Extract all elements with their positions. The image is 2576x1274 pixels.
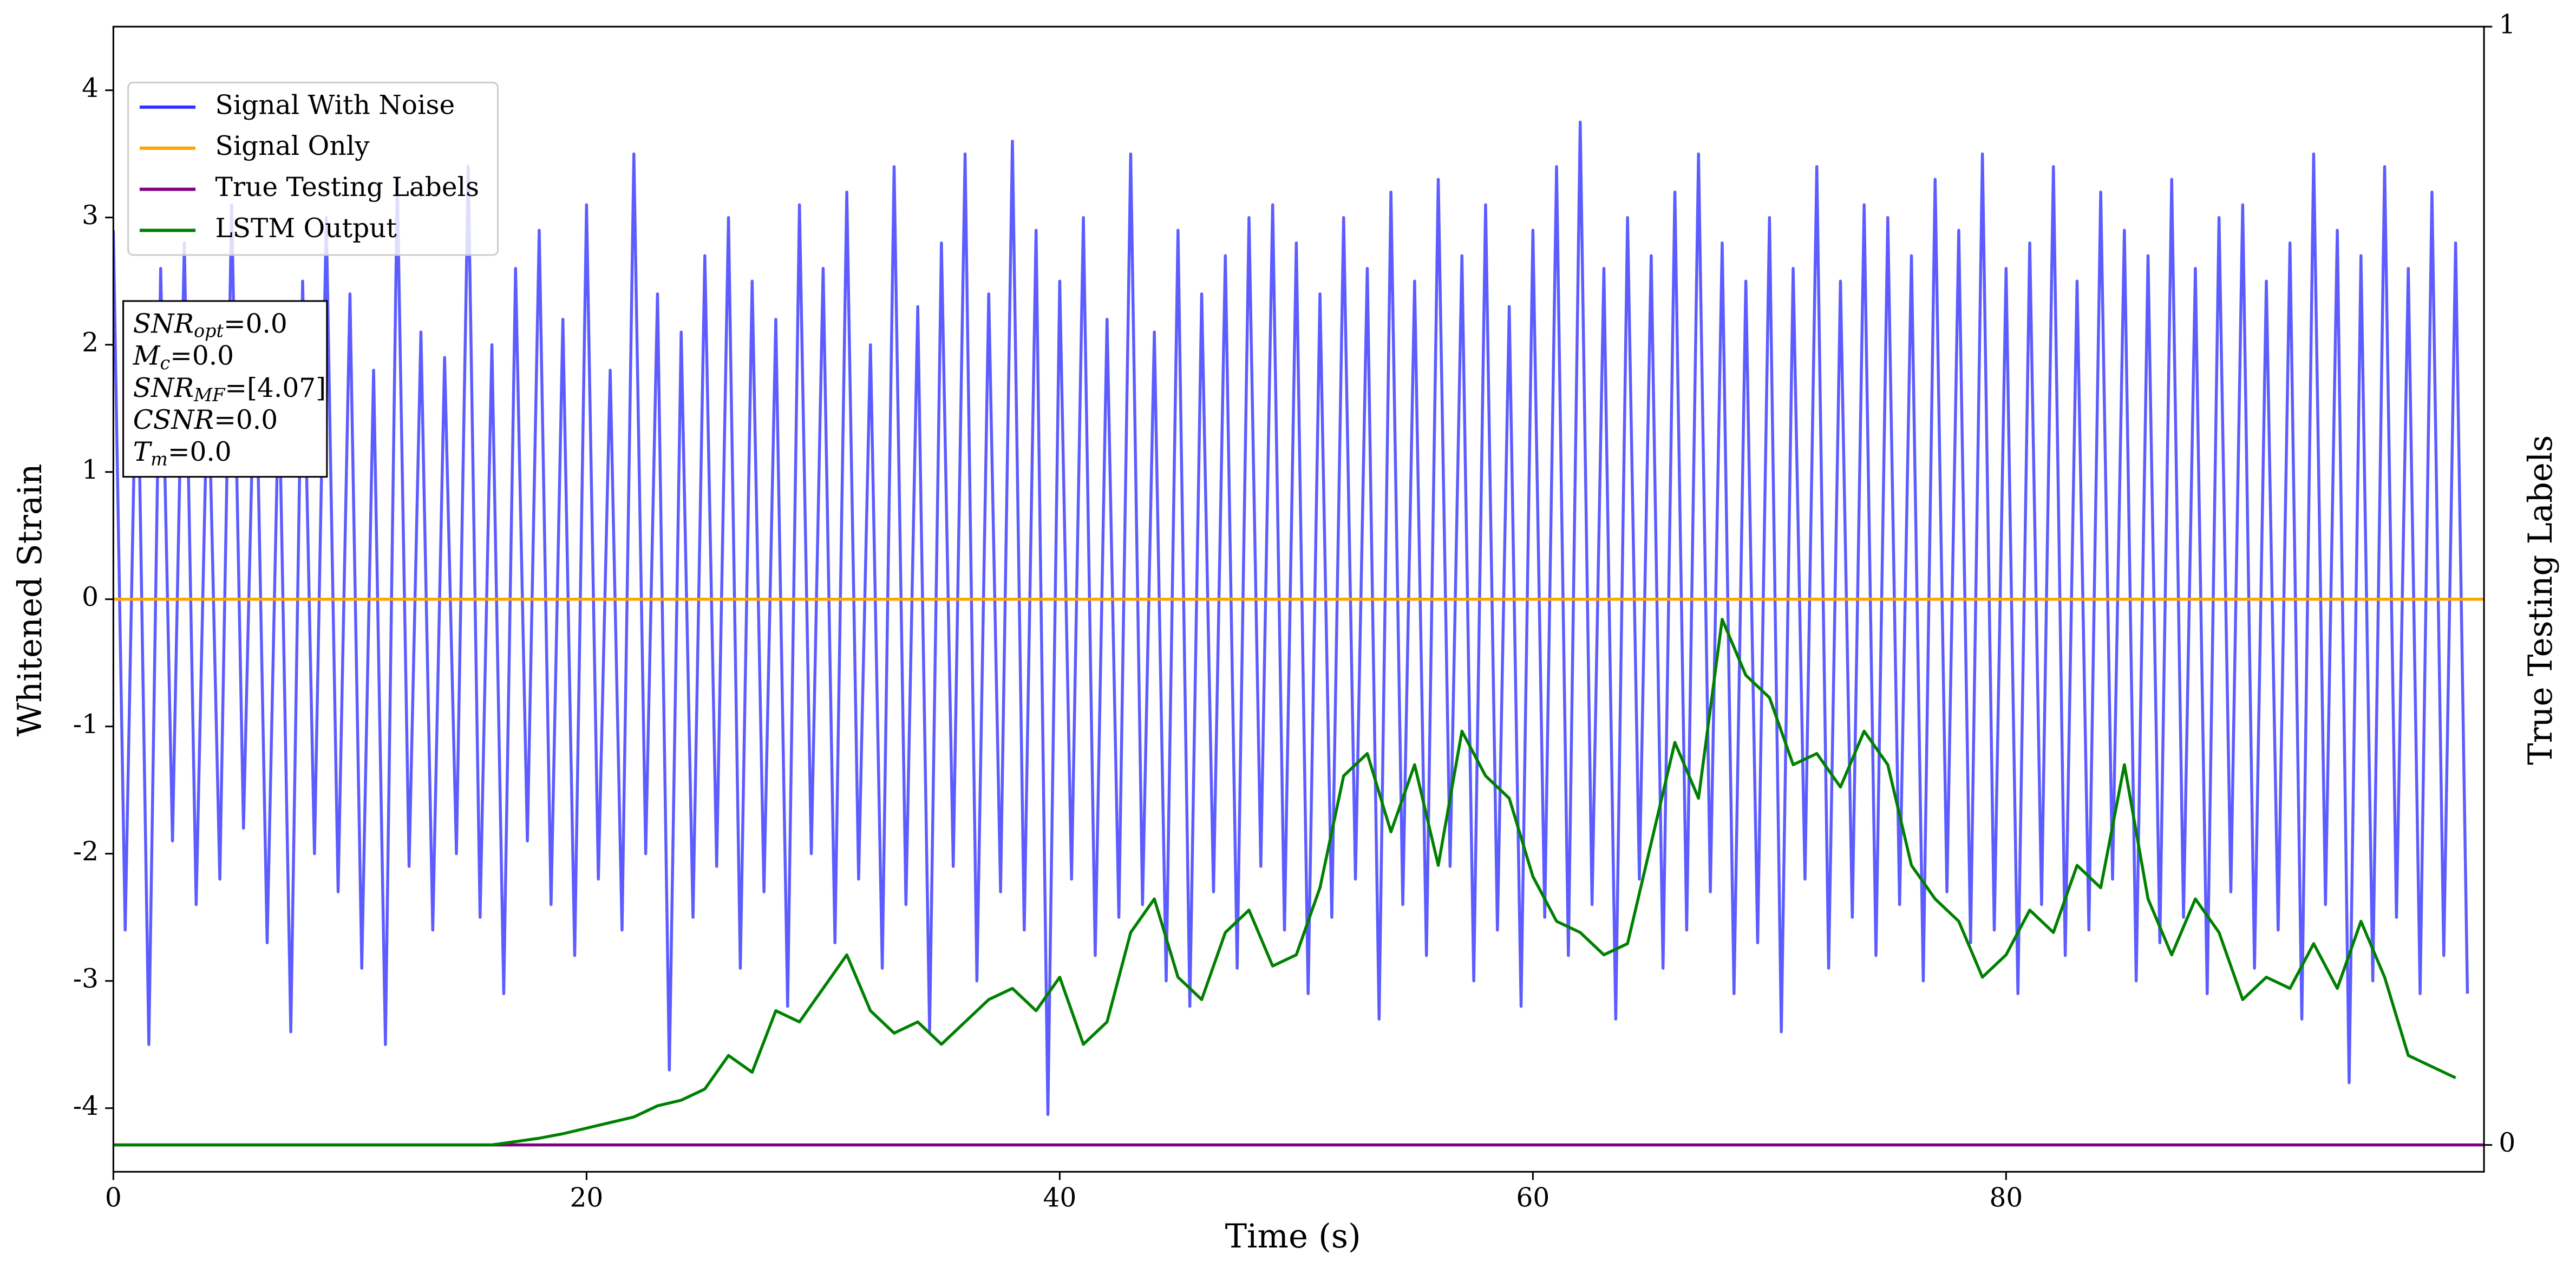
y2-tick-label: 0 bbox=[2499, 1128, 2515, 1158]
legend-label: Signal With Noise bbox=[215, 90, 455, 120]
annotation-subscript: opt bbox=[194, 321, 224, 342]
annotation-value: =0.0 bbox=[170, 341, 234, 371]
y-tick-label: 1 bbox=[82, 455, 99, 485]
annotation-value: =0.0 bbox=[214, 404, 278, 435]
annotation-line: SNRMF=[4.07] bbox=[133, 373, 326, 406]
annotation-symbol: CSNR bbox=[133, 404, 214, 435]
annotation-box bbox=[122, 300, 328, 478]
x-tick-label: 20 bbox=[570, 1182, 603, 1213]
annotation-value: =0.0 bbox=[168, 437, 232, 467]
annotation-symbol: SNR bbox=[133, 309, 194, 339]
annotation-subscript: MF bbox=[193, 384, 226, 406]
y2-tick-label: 1 bbox=[2499, 10, 2515, 40]
x-tick-label: 80 bbox=[1989, 1182, 2023, 1213]
annotation-line: SNRopt=0.0 bbox=[133, 309, 287, 342]
legend-label: True Testing Labels bbox=[215, 172, 480, 202]
annotation-symbol: T bbox=[133, 437, 153, 467]
x-tick-label: 60 bbox=[1516, 1182, 1549, 1213]
y-tick-label: 0 bbox=[82, 582, 99, 612]
y2-axis-label: True Testing Labels bbox=[2522, 435, 2560, 765]
annotation-symbol: M bbox=[133, 341, 161, 371]
y-tick-label: -2 bbox=[73, 837, 99, 867]
y-tick-label: -1 bbox=[73, 709, 99, 740]
y-tick-label: 4 bbox=[82, 73, 99, 103]
plot-area bbox=[113, 120, 2485, 1147]
legend-label: LSTM Output bbox=[215, 213, 397, 244]
y-axis-label: Whitened Strain bbox=[11, 463, 49, 736]
annotation-value: =0.0 bbox=[224, 309, 287, 339]
series-line bbox=[113, 120, 2469, 1116]
annotation-line: Mc=0.0 bbox=[133, 341, 234, 374]
legend-label: Signal Only bbox=[215, 131, 370, 161]
y-tick-label: 2 bbox=[82, 328, 99, 358]
annotation-line: Tm=0.0 bbox=[133, 437, 232, 470]
x-tick-label: 0 bbox=[105, 1182, 122, 1213]
annotation-subscript: m bbox=[151, 448, 168, 469]
annotation-line: CSNR=0.0 bbox=[133, 404, 278, 435]
annotation-value: =[4.07] bbox=[225, 373, 326, 403]
y-tick-label: -3 bbox=[73, 964, 99, 994]
annotation-subscript: c bbox=[160, 352, 171, 374]
annotation-symbol: SNR bbox=[133, 373, 194, 403]
series-line bbox=[113, 618, 2456, 1147]
legend: Signal With Noise Signal Only True Testing… bbox=[127, 81, 499, 256]
x-axis-label: Time (s) bbox=[1225, 1218, 1361, 1256]
legend-box bbox=[127, 81, 499, 256]
x-tick-label: 40 bbox=[1043, 1182, 1076, 1213]
y-tick-label: 3 bbox=[82, 200, 99, 231]
annotation: SNRopt=0.0Mc=0.0SNRMF=[4.07]CSNR=0.0Tm=0… bbox=[122, 300, 328, 478]
y-tick-label: -4 bbox=[73, 1091, 99, 1121]
